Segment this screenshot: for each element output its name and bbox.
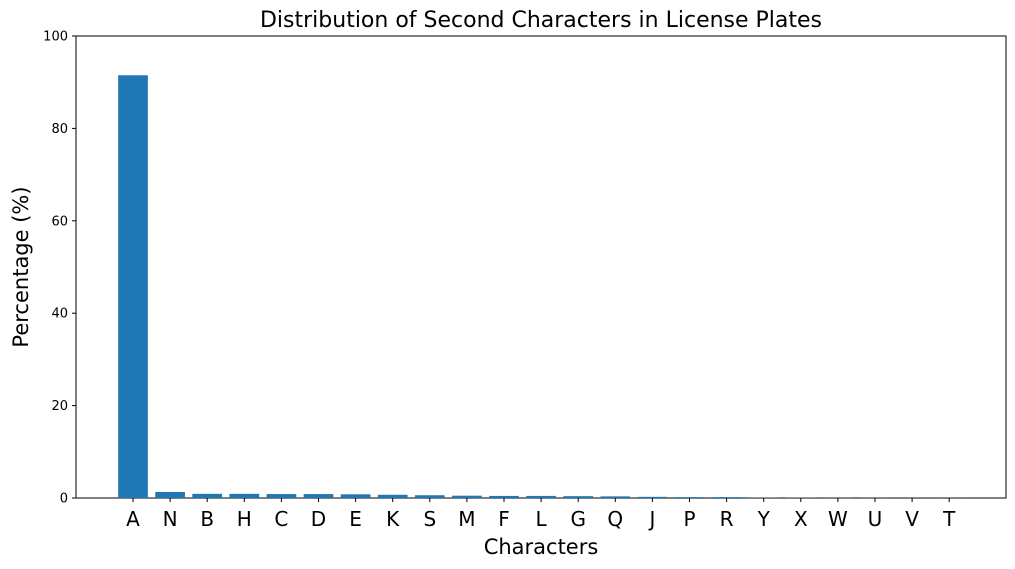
x-tick-label-Y: Y: [757, 507, 771, 531]
x-tick-label-C: C: [274, 507, 288, 531]
x-tick-label-L: L: [536, 507, 548, 531]
y-tick-label-0: 0: [60, 492, 68, 507]
x-tick-label-X: X: [794, 507, 808, 531]
bar-J: [637, 496, 668, 498]
bar-N: [155, 491, 185, 498]
x-tick-label-M: M: [458, 507, 475, 531]
x-tick-label-G: G: [570, 507, 586, 531]
x-axis-label: Characters: [484, 535, 599, 559]
bar-Q: [600, 496, 631, 498]
x-tick-label-H: H: [237, 507, 252, 531]
chart-title: Distribution of Second Characters in Lic…: [260, 8, 822, 33]
y-tick-label-80: 80: [51, 122, 68, 137]
bar-B: [192, 493, 223, 498]
x-tick-label-R: R: [720, 507, 734, 531]
y-tick-label-100: 100: [43, 30, 68, 45]
x-tick-label-A: A: [126, 507, 140, 531]
x-tick-label-T: T: [942, 507, 956, 531]
x-tick-label-W: W: [828, 507, 848, 531]
bar-S: [414, 495, 445, 498]
bar-E: [340, 494, 371, 498]
x-tick-label-D: D: [311, 507, 326, 531]
bar-G: [563, 496, 594, 498]
bar-K: [377, 494, 408, 498]
plot-frame: [75, 35, 1007, 499]
y-tick-label-20: 20: [51, 399, 68, 414]
x-tick-label-V: V: [905, 507, 919, 531]
bar-M: [452, 495, 482, 498]
x-tick-label-K: K: [386, 507, 400, 531]
bar-H: [229, 493, 260, 498]
bar-D: [303, 494, 334, 498]
y-tick-label-60: 60: [51, 214, 68, 229]
y-axis-ticks: 0 20 40 60 80 100: [43, 30, 76, 507]
y-tick-label-40: 40: [51, 307, 68, 322]
x-tick-label-J: J: [647, 507, 655, 531]
bar-C: [266, 494, 297, 498]
y-axis-label: Percentage (%): [9, 186, 33, 347]
bar-A: [118, 75, 148, 499]
x-tick-label-E: E: [349, 507, 362, 531]
x-tick-label-F: F: [498, 507, 510, 531]
x-tick-label-B: B: [200, 507, 214, 531]
x-tick-label-Q: Q: [607, 507, 623, 531]
x-tick-label-S: S: [423, 507, 436, 531]
bar-L: [526, 495, 556, 498]
bar-F: [489, 495, 519, 498]
bar-P: [674, 497, 705, 498]
x-tick-label-P: P: [683, 507, 695, 531]
x-tick-label-N: N: [163, 507, 178, 531]
bar-R: [711, 497, 742, 498]
bars-group: [118, 75, 965, 499]
x-tick-label-U: U: [868, 507, 883, 531]
